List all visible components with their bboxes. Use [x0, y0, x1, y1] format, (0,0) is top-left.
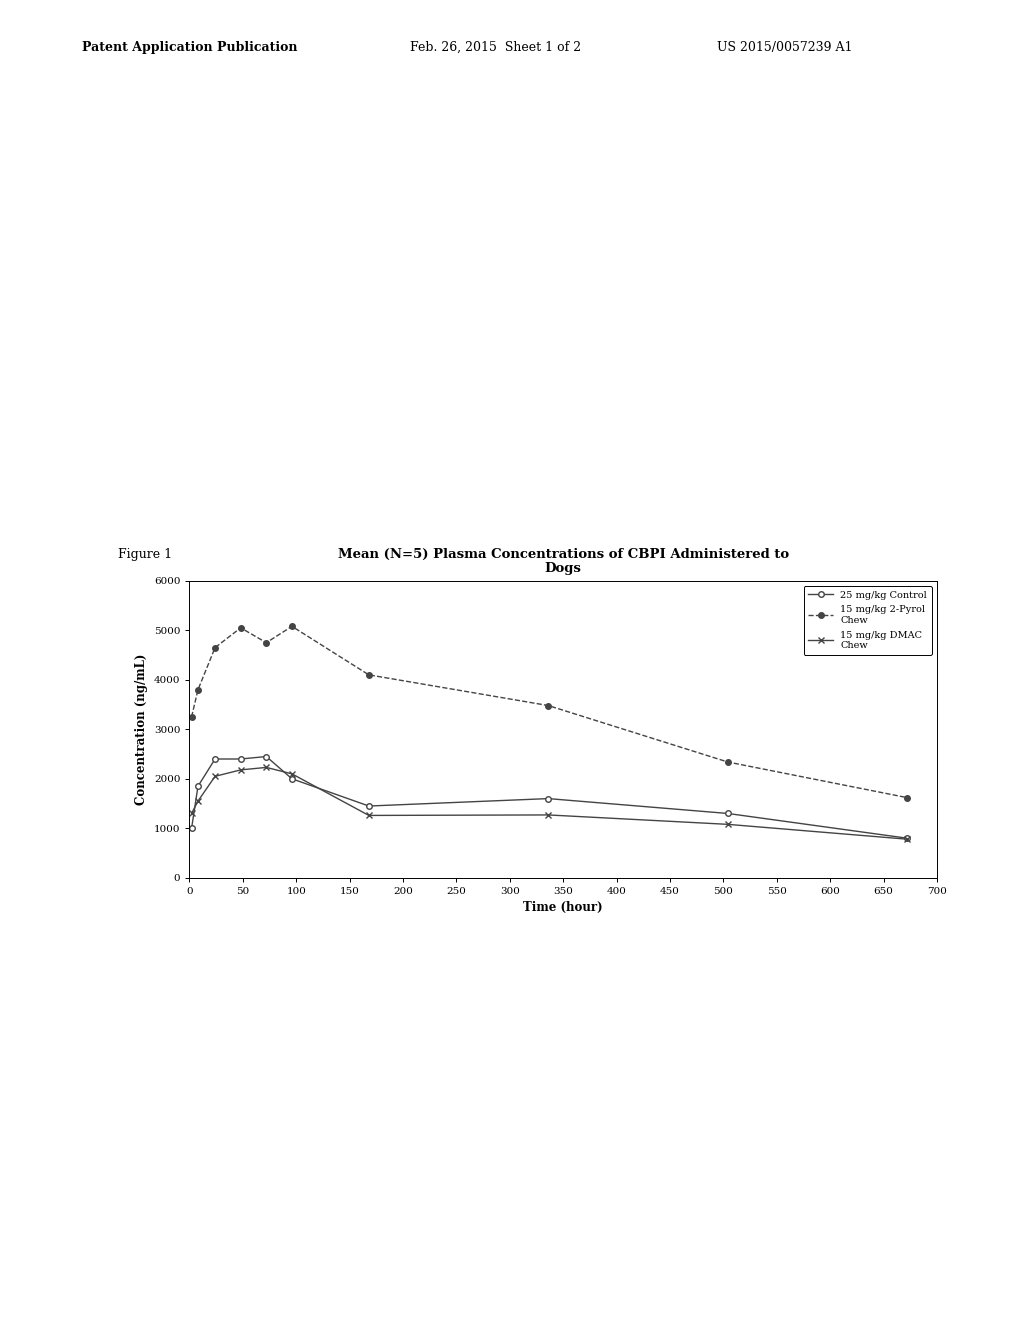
25 mg/kg Control	[234, 751, 247, 767]
Text: Patent Application Publication: Patent Application Publication	[82, 41, 297, 54]
15 mg/kg 2-Pyrol
Chew	[542, 697, 554, 713]
25 mg/kg Control	[286, 771, 298, 787]
25 mg/kg Control	[901, 830, 913, 846]
Title: Mean (N=5) Plasma Concentrations of CBPI Administered to
Dogs: Mean (N=5) Plasma Concentrations of CBPI…	[338, 548, 788, 576]
15 mg/kg DMAC
Chew	[260, 759, 272, 775]
15 mg/kg 2-Pyrol
Chew	[191, 681, 204, 697]
15 mg/kg DMAC
Chew	[722, 816, 734, 833]
15 mg/kg 2-Pyrol
Chew	[185, 709, 198, 725]
15 mg/kg DMAC
Chew	[185, 805, 198, 821]
25 mg/kg Control	[260, 748, 272, 764]
25 mg/kg Control	[209, 751, 221, 767]
Y-axis label: Concentration (ng/mL): Concentration (ng/mL)	[135, 653, 148, 805]
15 mg/kg DMAC
Chew	[901, 832, 913, 847]
25 mg/kg Control	[362, 799, 375, 814]
Line: 15 mg/kg DMAC
Chew: 15 mg/kg DMAC Chew	[188, 764, 910, 842]
15 mg/kg DMAC
Chew	[286, 766, 298, 781]
15 mg/kg 2-Pyrol
Chew	[209, 640, 221, 656]
15 mg/kg 2-Pyrol
Chew	[362, 667, 375, 682]
15 mg/kg DMAC
Chew	[362, 808, 375, 824]
15 mg/kg DMAC
Chew	[209, 768, 221, 784]
Line: 25 mg/kg Control: 25 mg/kg Control	[188, 754, 910, 841]
Text: Figure 1: Figure 1	[118, 548, 172, 561]
Line: 15 mg/kg 2-Pyrol
Chew: 15 mg/kg 2-Pyrol Chew	[188, 623, 910, 800]
25 mg/kg Control	[542, 791, 554, 807]
15 mg/kg 2-Pyrol
Chew	[234, 620, 247, 636]
25 mg/kg Control	[185, 820, 198, 837]
15 mg/kg 2-Pyrol
Chew	[901, 789, 913, 805]
X-axis label: Time (hour): Time (hour)	[523, 902, 603, 915]
Legend: 25 mg/kg Control, 15 mg/kg 2-Pyrol
Chew, 15 mg/kg DMAC
Chew: 25 mg/kg Control, 15 mg/kg 2-Pyrol Chew,…	[804, 586, 932, 655]
15 mg/kg 2-Pyrol
Chew	[722, 754, 734, 770]
15 mg/kg DMAC
Chew	[191, 793, 204, 809]
25 mg/kg Control	[191, 779, 204, 795]
Text: US 2015/0057239 A1: US 2015/0057239 A1	[717, 41, 852, 54]
Text: Feb. 26, 2015  Sheet 1 of 2: Feb. 26, 2015 Sheet 1 of 2	[410, 41, 581, 54]
25 mg/kg Control	[722, 805, 734, 821]
15 mg/kg DMAC
Chew	[542, 807, 554, 822]
15 mg/kg 2-Pyrol
Chew	[260, 635, 272, 651]
15 mg/kg 2-Pyrol
Chew	[286, 618, 298, 634]
15 mg/kg DMAC
Chew	[234, 762, 247, 777]
